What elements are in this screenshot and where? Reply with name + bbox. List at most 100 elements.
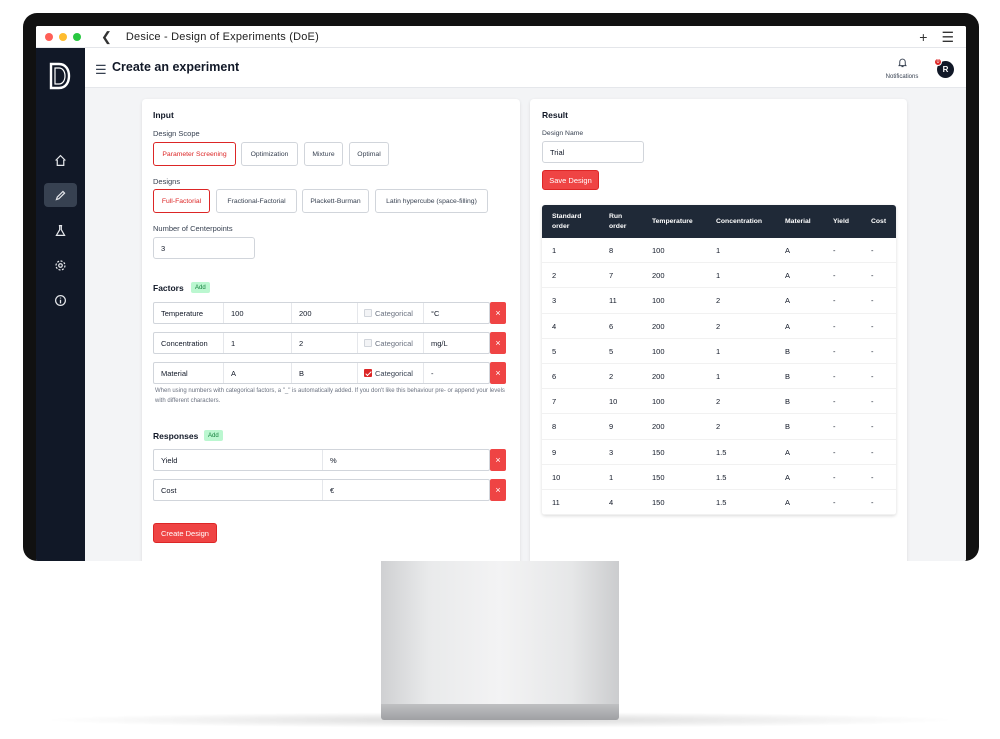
nav-experiments[interactable]: [44, 218, 77, 242]
factor-unit-field[interactable]: mg/L: [423, 333, 489, 353]
nav-settings[interactable]: [44, 253, 77, 277]
hamburger-menu-icon[interactable]: ☰: [95, 62, 107, 77]
create-design-button[interactable]: Create Design: [153, 523, 217, 543]
response-unit-field[interactable]: %: [330, 455, 337, 465]
maximize-window-button[interactable]: [73, 32, 81, 41]
table-cell: -: [833, 321, 836, 331]
table-cell: -: [871, 246, 874, 255]
scope-parameter-screening-button[interactable]: Parameter Screening: [153, 142, 236, 166]
factor-high-field[interactable]: 2: [292, 333, 358, 353]
title-bar-actions: + ☰: [919, 29, 954, 46]
factor-unit-field[interactable]: °C: [423, 303, 489, 323]
table-row: 3 11 100 2 A - -: [542, 288, 896, 314]
table-cell: 3: [552, 296, 557, 306]
categorical-label: Categorical: [375, 308, 413, 318]
scope-optimal-button[interactable]: Optimal: [349, 142, 389, 166]
add-factor-button[interactable]: Add: [191, 282, 210, 293]
responses-heading: Responses: [153, 431, 199, 441]
categorical-toggle[interactable]: Categorical: [364, 333, 413, 353]
back-arrow-icon[interactable]: ❮: [101, 28, 112, 44]
notifications-button[interactable]: Notifications: [882, 55, 922, 80]
minimize-window-button[interactable]: [59, 32, 67, 41]
user-avatar[interactable]: R: [937, 61, 954, 78]
design-latin-hypercube-button[interactable]: Latin hypercube (space-filling): [375, 189, 488, 213]
factor-unit-field[interactable]: -: [423, 363, 489, 383]
design-fractional-factorial-button[interactable]: Fractional-Factorial: [216, 189, 297, 213]
column-header: Run order: [609, 212, 627, 230]
categorical-checkbox[interactable]: [364, 309, 372, 317]
categorical-checkbox[interactable]: [364, 339, 372, 347]
new-tab-icon[interactable]: +: [919, 29, 928, 45]
table-cell: 200: [652, 422, 665, 432]
table-cell: 10: [552, 472, 561, 482]
response-unit-field[interactable]: €: [330, 485, 335, 495]
design-plackett-burman-button[interactable]: Plackett-Burman: [302, 189, 369, 213]
table-cell: 2: [552, 271, 557, 281]
table-cell: 11: [552, 497, 560, 507]
factor-row-concentration: Concentration 1 2 Categorical mg/L: [153, 332, 490, 354]
table-body: 1 8 100 1 A - -2 7 200 1 A - -3 11 100 2 A - -4 6 200 2 A - -5 5 1…: [542, 238, 896, 516]
scope-optimization-button[interactable]: Optimization: [241, 142, 298, 166]
factor-low-field[interactable]: 1: [224, 333, 292, 353]
delete-factor-button[interactable]: ×: [490, 332, 506, 354]
table-cell: 3: [609, 447, 614, 457]
window-title: Desice - Design of Experiments (DoE): [125, 30, 319, 43]
nav-info[interactable]: [44, 288, 77, 312]
avatar-initial: R: [942, 65, 949, 74]
categorical-checkbox-checked[interactable]: [364, 369, 372, 377]
table-cell: 1: [552, 246, 557, 255]
centerpoints-input[interactable]: 3: [153, 237, 255, 259]
table-cell: -: [833, 271, 836, 281]
design-name-input[interactable]: Trial: [542, 141, 644, 163]
factor-low-field[interactable]: A: [224, 363, 292, 383]
table-cell: -: [833, 472, 836, 482]
home-icon: [55, 154, 66, 166]
scope-mixture-button[interactable]: Mixture: [304, 142, 343, 166]
factor-name-field[interactable]: Temperature: [154, 303, 224, 323]
table-cell: B: [785, 397, 791, 407]
delete-factor-button[interactable]: ×: [490, 362, 506, 384]
table-cell: 200: [652, 371, 665, 381]
table-cell: -: [871, 497, 874, 507]
design-full-factorial-button[interactable]: Full-Factorial: [153, 189, 210, 213]
factor-high-field[interactable]: B: [292, 363, 358, 383]
table-cell: B: [785, 371, 791, 381]
factor-name-field[interactable]: Material: [154, 363, 224, 383]
page-header: ☰ Create an experiment Notifications R 0: [85, 48, 966, 88]
table-cell: -: [871, 397, 874, 407]
delete-response-button[interactable]: ×: [490, 479, 506, 501]
table-cell: A: [785, 271, 791, 281]
add-response-button[interactable]: Add: [204, 430, 223, 441]
design-name-label: Design Name: [542, 130, 584, 137]
factor-high-field[interactable]: 200: [292, 303, 358, 323]
categorical-toggle[interactable]: Categorical: [364, 303, 413, 323]
table-cell: 1: [716, 246, 721, 255]
save-design-button[interactable]: Save Design: [542, 170, 599, 190]
table-cell: A: [785, 296, 791, 306]
close-window-button[interactable]: [45, 32, 53, 41]
bell-icon: [897, 58, 907, 68]
table-cell: A: [785, 497, 791, 507]
delete-factor-button[interactable]: ×: [490, 302, 506, 324]
factor-row-temperature: Temperature 100 200 Categorical °C: [153, 302, 490, 324]
table-row: 7 10 100 2 B - -: [542, 389, 896, 415]
table-cell: -: [871, 346, 874, 356]
input-heading: Input: [153, 110, 174, 120]
nav-create-experiment[interactable]: [44, 183, 77, 207]
nav-home[interactable]: [44, 148, 77, 172]
table-cell: 150: [652, 472, 665, 482]
delete-response-button[interactable]: ×: [490, 449, 506, 471]
designs-label: Designs: [153, 177, 181, 186]
input-card: Input Design Scope Parameter Screening O…: [142, 99, 520, 561]
table-cell: -: [833, 397, 836, 407]
menu-icon[interactable]: ☰: [941, 29, 954, 45]
response-name-field[interactable]: Cost: [154, 480, 323, 500]
column-header: Standard order: [552, 212, 582, 230]
table-cell: 150: [652, 497, 665, 507]
factor-name-field[interactable]: Concentration: [154, 333, 224, 353]
categorical-toggle[interactable]: Categorical: [364, 363, 413, 383]
factor-low-field[interactable]: 100: [224, 303, 292, 323]
table-cell: 9: [609, 422, 614, 432]
table-cell: 200: [652, 271, 665, 281]
response-name-field[interactable]: Yield: [154, 450, 323, 470]
